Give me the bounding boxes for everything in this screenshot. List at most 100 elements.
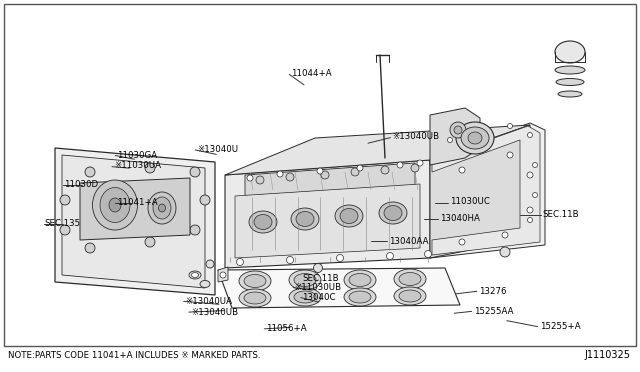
Text: SEC.11B: SEC.11B [543,210,579,219]
Circle shape [145,163,155,173]
Text: 13040C: 13040C [302,293,335,302]
Text: 11041+A: 11041+A [117,198,157,207]
Text: ※13040UB: ※13040UB [191,308,238,317]
Polygon shape [218,268,460,308]
Ellipse shape [244,292,266,304]
Ellipse shape [289,288,321,306]
Circle shape [357,165,363,171]
Polygon shape [55,148,215,295]
Circle shape [337,254,344,262]
Polygon shape [225,125,530,175]
Circle shape [247,175,253,181]
Ellipse shape [335,205,363,227]
Ellipse shape [296,212,314,227]
Circle shape [387,253,394,260]
Circle shape [190,167,200,177]
Circle shape [527,207,533,213]
Circle shape [321,171,329,179]
Ellipse shape [555,66,585,74]
Circle shape [286,173,294,181]
Polygon shape [432,126,540,255]
Text: 13276: 13276 [479,287,506,296]
Ellipse shape [399,273,421,285]
Circle shape [314,263,323,273]
Polygon shape [62,155,205,288]
Circle shape [60,225,70,235]
Circle shape [85,243,95,253]
Circle shape [190,225,200,235]
Ellipse shape [379,202,407,224]
Text: ※11030UB: ※11030UB [294,283,342,292]
Circle shape [206,260,214,268]
Ellipse shape [556,78,584,86]
Ellipse shape [384,205,402,221]
Ellipse shape [159,204,166,212]
Ellipse shape [289,270,321,290]
Circle shape [351,168,359,176]
Text: 15255AA: 15255AA [474,307,513,316]
Circle shape [502,232,508,238]
Polygon shape [80,178,190,240]
Circle shape [256,176,264,184]
Text: 13040HA: 13040HA [440,214,480,223]
Ellipse shape [191,273,198,278]
Ellipse shape [153,197,171,219]
Ellipse shape [294,273,316,286]
Text: J1110325: J1110325 [584,350,630,360]
Polygon shape [235,184,420,258]
Ellipse shape [394,287,426,305]
Text: NOTE:PARTS CODE 11041+A INCLUDES ※ MARKED PARTS.: NOTE:PARTS CODE 11041+A INCLUDES ※ MARKE… [8,350,260,359]
Polygon shape [430,123,545,258]
Circle shape [424,250,431,257]
Text: ※13040UB: ※13040UB [392,132,439,141]
Circle shape [477,129,483,135]
Circle shape [60,195,70,205]
Circle shape [527,218,532,222]
Text: ※13040UA: ※13040UA [186,297,232,306]
Ellipse shape [291,208,319,230]
Polygon shape [245,163,415,196]
Ellipse shape [294,291,316,303]
Circle shape [527,132,532,138]
Circle shape [532,192,538,198]
Ellipse shape [344,288,376,306]
Ellipse shape [93,180,138,230]
Circle shape [507,152,513,158]
Text: 11030UC: 11030UC [450,198,490,206]
Ellipse shape [394,269,426,289]
Ellipse shape [349,273,371,286]
Ellipse shape [468,132,482,144]
Circle shape [417,160,423,166]
Ellipse shape [254,215,272,230]
Polygon shape [225,160,430,268]
Ellipse shape [109,198,121,212]
Ellipse shape [461,127,489,149]
Circle shape [500,247,510,257]
Circle shape [381,166,389,174]
Circle shape [145,237,155,247]
Ellipse shape [340,208,358,224]
Circle shape [508,124,513,128]
Circle shape [317,168,323,174]
Circle shape [450,122,466,138]
Text: 11044+A: 11044+A [291,69,332,78]
Circle shape [459,167,465,173]
Circle shape [397,162,403,168]
Circle shape [447,138,452,142]
Polygon shape [430,125,530,258]
Ellipse shape [189,271,201,279]
Text: ※13040U: ※13040U [197,145,238,154]
Ellipse shape [399,290,421,302]
Ellipse shape [244,275,266,288]
Ellipse shape [249,211,277,233]
Text: ※11030UA: ※11030UA [114,161,161,170]
Ellipse shape [555,41,585,63]
Circle shape [287,257,294,263]
Ellipse shape [200,280,210,288]
Text: SEC.11B: SEC.11B [302,274,339,283]
Text: 15255+A: 15255+A [540,322,580,331]
Circle shape [237,259,243,266]
Ellipse shape [148,192,176,224]
Circle shape [220,272,226,278]
Ellipse shape [344,270,376,290]
